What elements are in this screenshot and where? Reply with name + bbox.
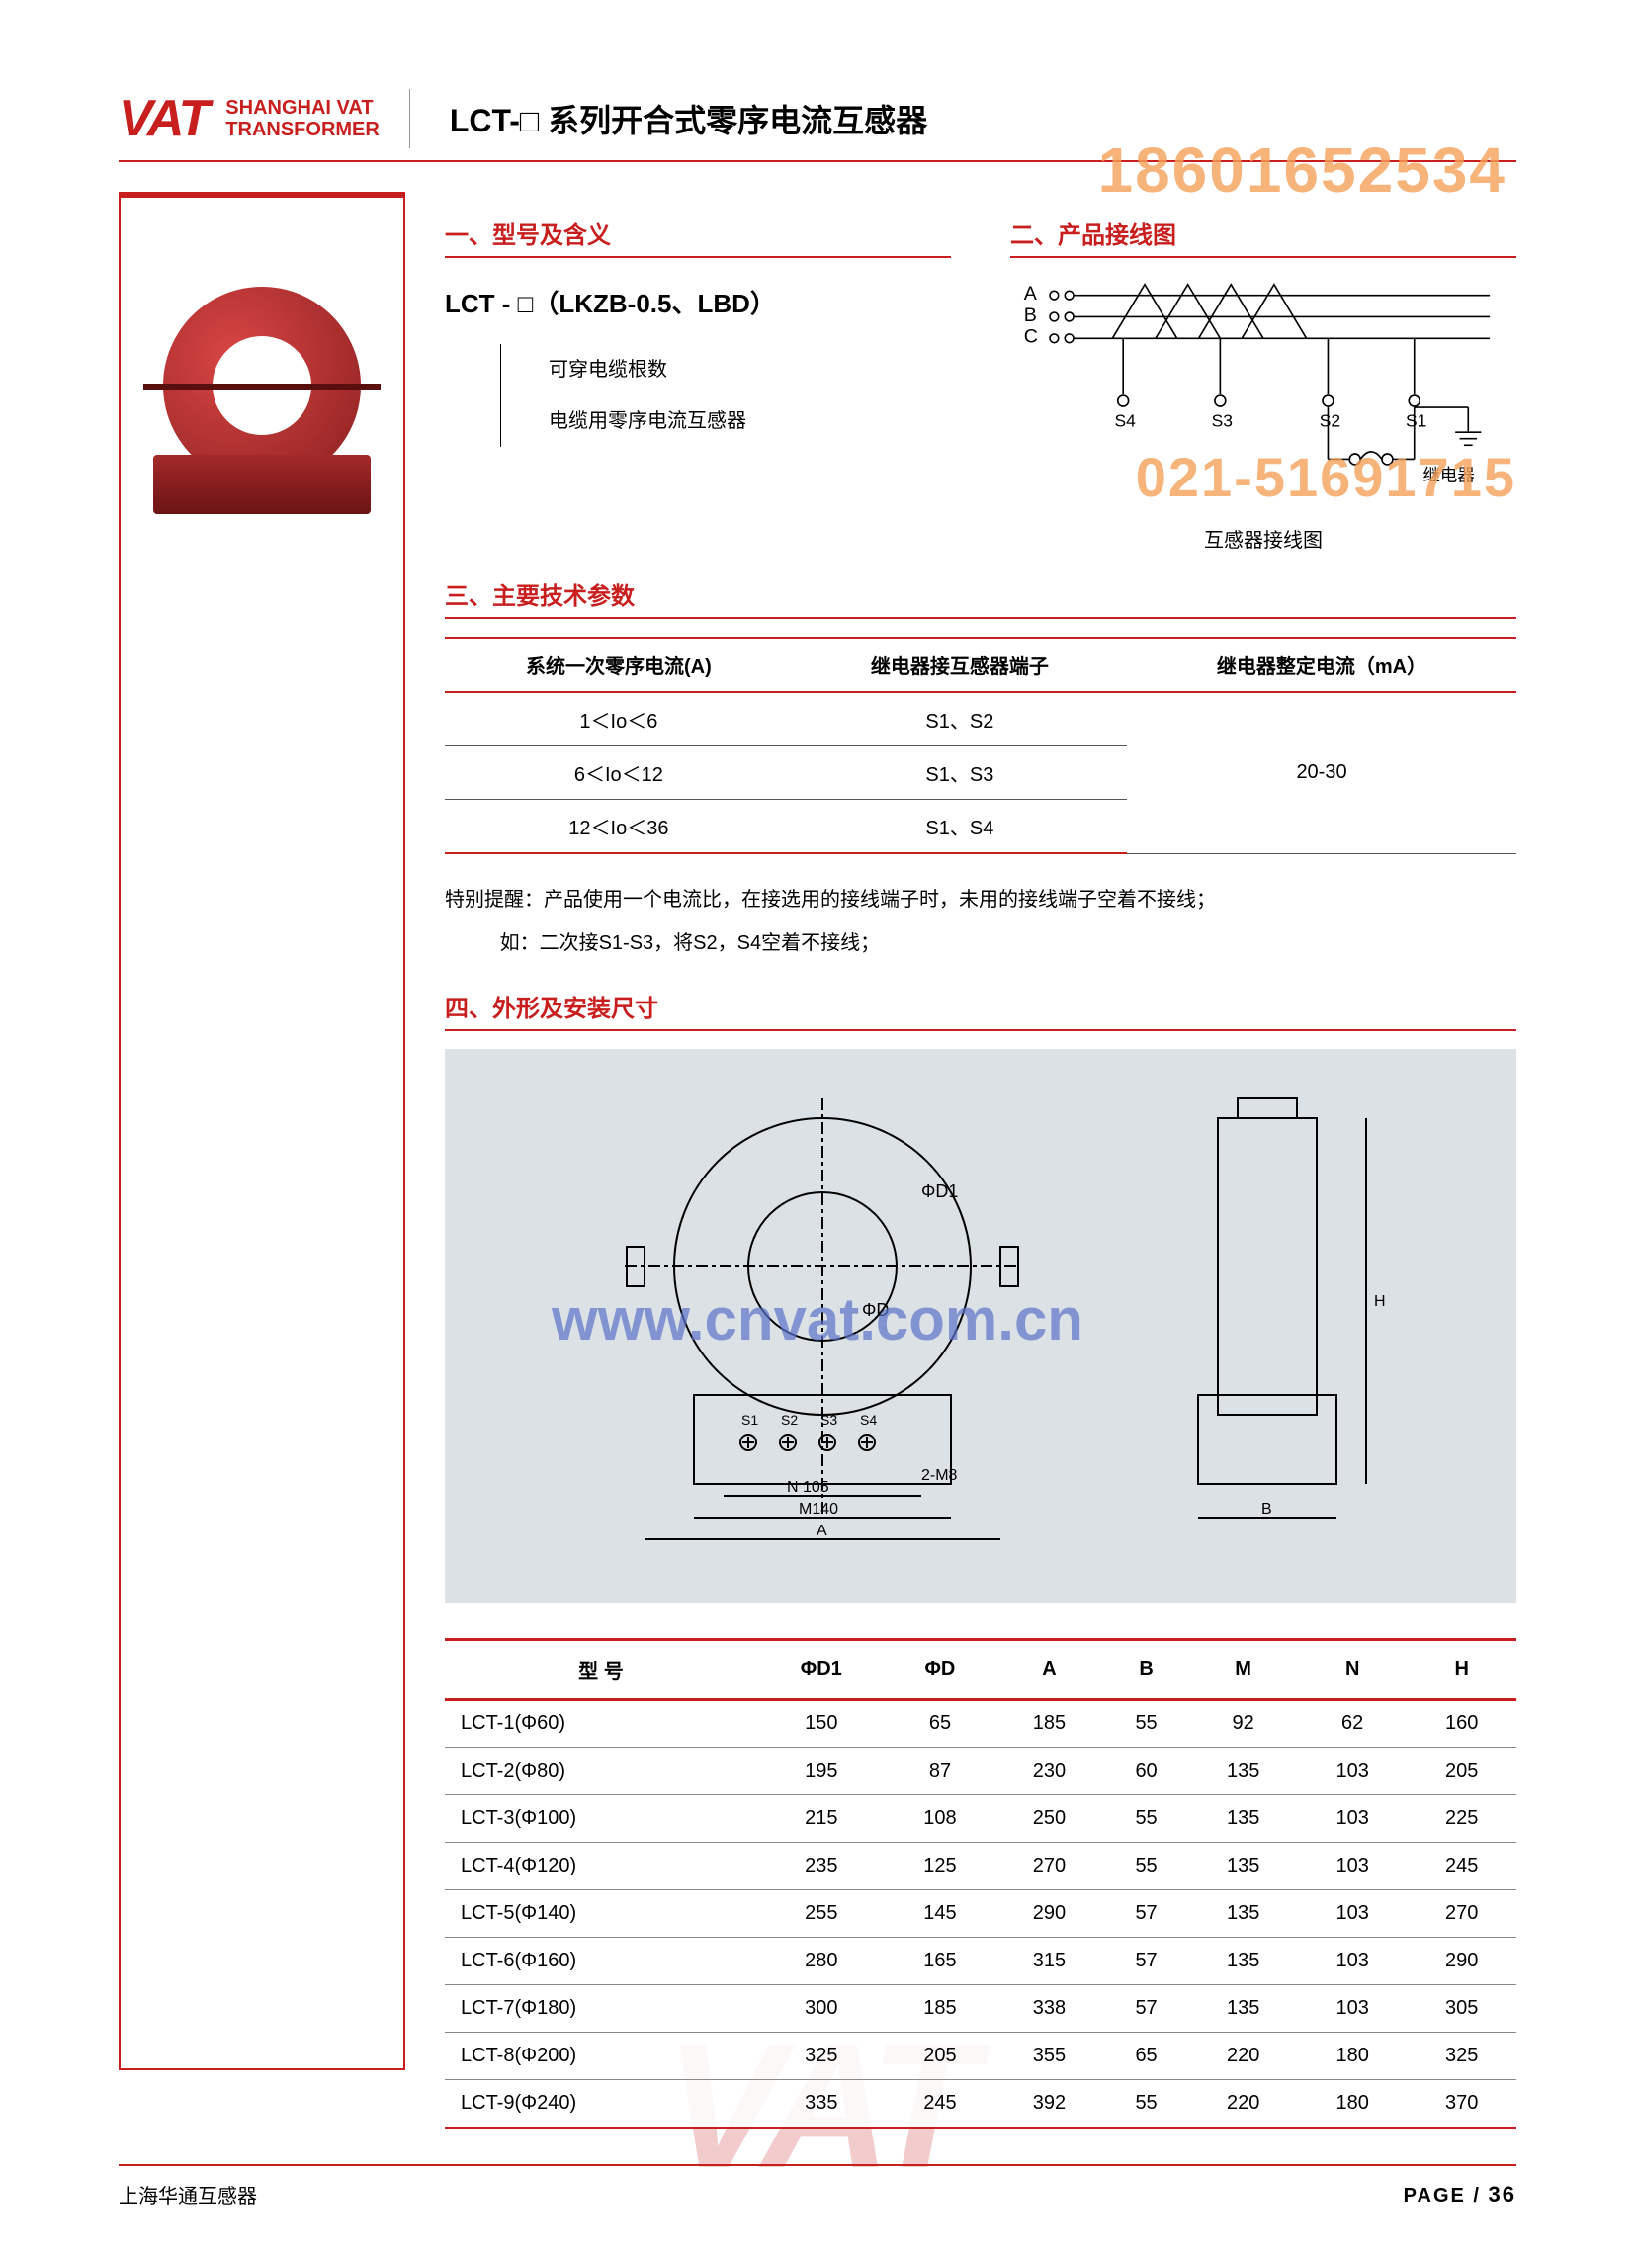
svg-text:ΦD1: ΦD1 bbox=[921, 1181, 958, 1201]
left-sidebar bbox=[119, 192, 405, 2070]
dim-row: LCT-6(Φ160)28016531557135103290 bbox=[445, 1938, 1516, 1985]
svg-text:M140: M140 bbox=[799, 1501, 838, 1518]
section-1-title: 一、型号及含义 bbox=[445, 216, 951, 258]
side-view-drawing: B H bbox=[1139, 1089, 1396, 1563]
parameters-table: 系统一次零序电流(A) 继电器接互感器端子 继电器整定电流（mA） 1＜Io＜6… bbox=[445, 637, 1516, 854]
dim-row: LCT-4(Φ120)23512527055135103245 bbox=[445, 1843, 1516, 1890]
svg-text:B: B bbox=[1261, 1501, 1272, 1518]
dim-col-4: B bbox=[1104, 1640, 1189, 1700]
page-number: 36 bbox=[1489, 2182, 1516, 2207]
watermark-phone-1: 18601652534 bbox=[1097, 133, 1506, 207]
dim-col-7: H bbox=[1407, 1640, 1516, 1700]
dim-col-3: A bbox=[994, 1640, 1104, 1700]
dim-row: LCT-3(Φ100)21510825055135103225 bbox=[445, 1795, 1516, 1843]
dim-row: LCT-9(Φ240)33524539255220180370 bbox=[445, 2080, 1516, 2129]
svg-text:S2: S2 bbox=[781, 1412, 798, 1428]
svg-text:S2: S2 bbox=[1320, 411, 1340, 431]
model-code: LCT - □（LKZB-0.5、LBD） bbox=[445, 276, 951, 332]
page-label: PAGE / bbox=[1404, 2185, 1481, 2207]
footer-company: 上海华通互感器 bbox=[119, 2180, 257, 2209]
logo-block: VAT SHANGHAI VAT TRANSFORMER bbox=[119, 89, 410, 148]
model-designation-diagram: LCT - □（LKZB-0.5、LBD） 可穿电缆根数 电缆用零序电流互感器 bbox=[445, 276, 951, 447]
watermark-url: www.cnvat.com.cn bbox=[552, 1285, 1083, 1353]
param-row: 1＜Io＜6 S1、S2 20-30 bbox=[445, 692, 1516, 746]
param-col-0: 系统一次零序电流(A) bbox=[445, 638, 793, 692]
product-image bbox=[143, 277, 381, 534]
dim-row: LCT-7(Φ180)30018533857135103305 bbox=[445, 1985, 1516, 2033]
param-col-2: 继电器整定电流（mA） bbox=[1127, 638, 1516, 692]
svg-text:N 105: N 105 bbox=[787, 1479, 829, 1496]
company-line-2: TRANSFORMER bbox=[225, 119, 380, 140]
watermark-phone-2: 021-51691715 bbox=[1136, 445, 1516, 509]
page-footer: 上海华通互感器 PAGE / 36 bbox=[119, 2164, 1516, 2209]
page-title: LCT-□ 系列开合式零序电流互感器 bbox=[450, 96, 927, 141]
dim-row: LCT-2(Φ80)1958723060135103205 bbox=[445, 1748, 1516, 1795]
svg-text:S3: S3 bbox=[820, 1412, 837, 1428]
svg-text:B: B bbox=[1024, 305, 1037, 326]
model-leader-2: 电缆用零序电流互感器 bbox=[549, 395, 951, 447]
section-4-title: 四、外形及安装尺寸 bbox=[445, 989, 1516, 1031]
section-2-title: 二、产品接线图 bbox=[1010, 216, 1516, 258]
dim-col-5: M bbox=[1188, 1640, 1298, 1700]
setting-current-cell: 20-30 bbox=[1127, 692, 1516, 853]
svg-text:2-M8: 2-M8 bbox=[921, 1467, 958, 1484]
svg-text:S4: S4 bbox=[860, 1412, 877, 1428]
svg-text:H: H bbox=[1374, 1293, 1386, 1310]
model-leader-1: 可穿电缆根数 bbox=[549, 344, 951, 395]
special-note: 特别提醒：产品使用一个电流比，在接选用的接线端子时，未用的接线端子空着不接线； … bbox=[445, 878, 1516, 965]
svg-text:S4: S4 bbox=[1114, 411, 1136, 431]
svg-text:S3: S3 bbox=[1212, 411, 1233, 431]
dim-row: LCT-5(Φ140)25514529057135103270 bbox=[445, 1890, 1516, 1938]
dim-row: LCT-8(Φ200)32520535565220180325 bbox=[445, 2033, 1516, 2080]
dimensions-table: 型 号ΦD1ΦDABMNH LCT-1(Φ60)1506518555926216… bbox=[445, 1638, 1516, 2129]
svg-text:A: A bbox=[1024, 283, 1038, 305]
svg-text:S1: S1 bbox=[1406, 411, 1426, 431]
dim-col-6: N bbox=[1298, 1640, 1408, 1700]
param-col-1: 继电器接互感器端子 bbox=[793, 638, 1127, 692]
dim-row: LCT-1(Φ60)15065185559262160 bbox=[445, 1700, 1516, 1748]
section-3-title: 三、主要技术参数 bbox=[445, 576, 1516, 619]
dim-col-2: ΦD bbox=[886, 1640, 995, 1700]
svg-text:S1: S1 bbox=[741, 1412, 758, 1428]
logo-text: VAT bbox=[119, 89, 208, 148]
wiring-caption: 互感器接线图 bbox=[1010, 524, 1516, 553]
svg-text:C: C bbox=[1024, 326, 1038, 348]
company-line-1: SHANGHAI VAT bbox=[225, 97, 380, 119]
dim-col-1: ΦD1 bbox=[757, 1640, 886, 1700]
svg-text:A: A bbox=[817, 1523, 827, 1539]
dim-col-0: 型 号 bbox=[445, 1640, 757, 1700]
